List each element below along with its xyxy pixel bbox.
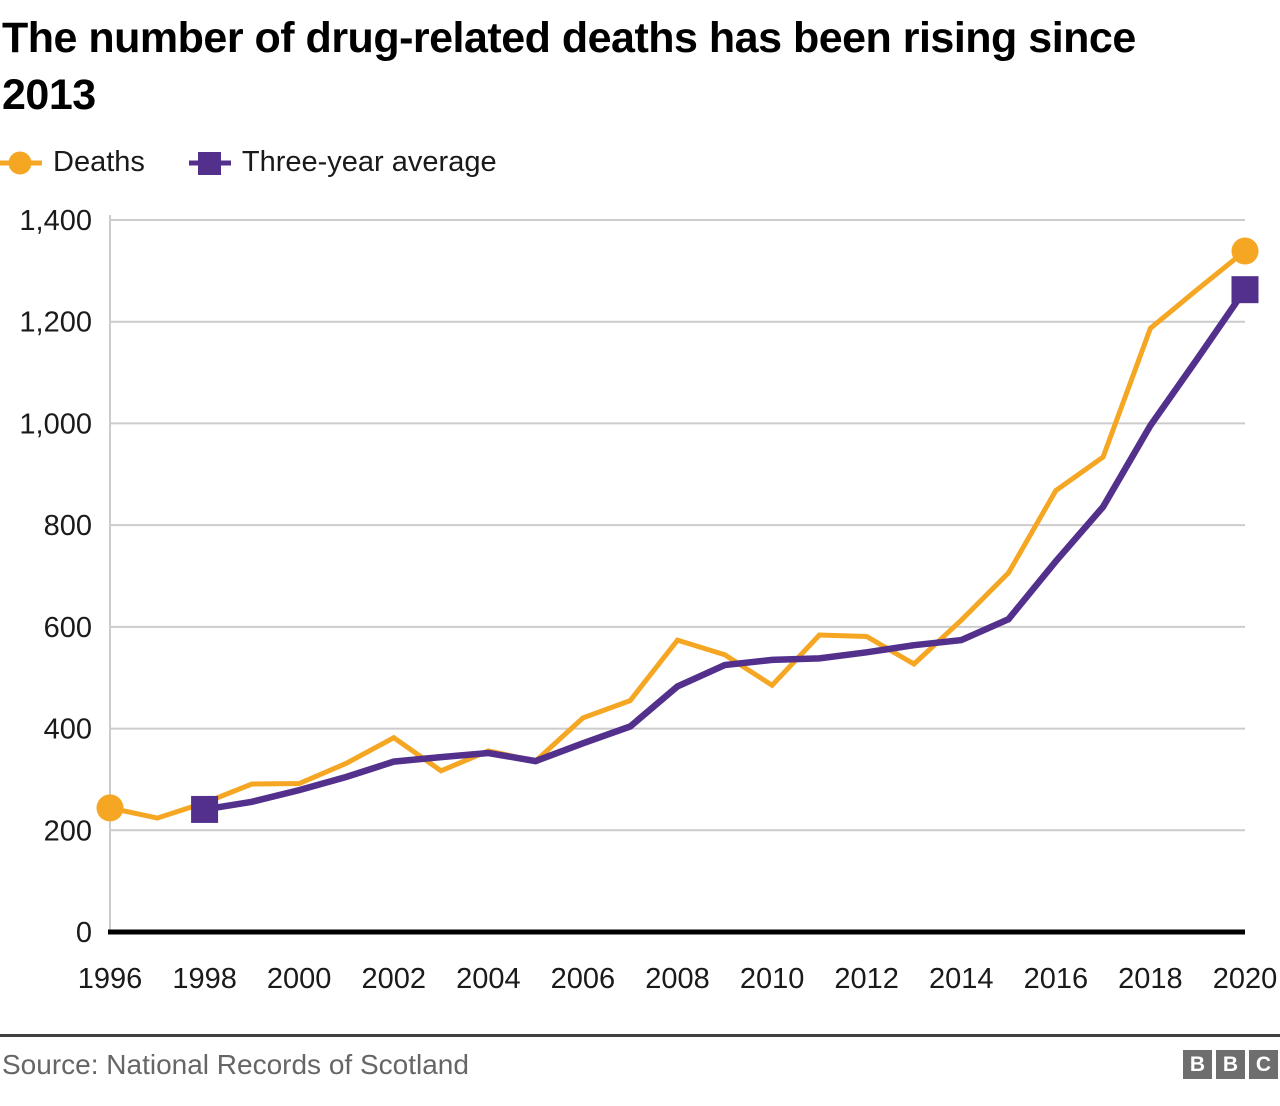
y-tick-label-1000: 1,000 bbox=[19, 408, 92, 440]
footer: Source: National Records of Scotland B B… bbox=[0, 1033, 1280, 1081]
y-tick-label-1400: 1,400 bbox=[19, 205, 92, 237]
x-tick-label-2000: 2000 bbox=[267, 963, 332, 995]
average-line-square-icon bbox=[188, 151, 231, 175]
source-text: Source: National Records of Scotland bbox=[2, 1048, 469, 1080]
y-tick-label-800: 800 bbox=[44, 510, 92, 542]
series-line-0 bbox=[109, 248, 1247, 821]
x-tick-label-2010: 2010 bbox=[740, 963, 805, 995]
marker-circle-1996 bbox=[96, 793, 124, 821]
x-tick-label-2006: 2006 bbox=[551, 963, 616, 995]
line-chart: 0 200 400 600 800 1,000 1,200 1,400 1996 1998 2000… bbox=[0, 192, 1280, 1002]
x-tick-label-2004: 2004 bbox=[456, 963, 521, 995]
legend-label-deaths: Deaths bbox=[53, 146, 145, 178]
marker-square-1998 bbox=[191, 795, 219, 823]
bbc-logo-block-b1: B bbox=[1183, 1050, 1212, 1079]
x-tick-label-2018: 2018 bbox=[1118, 963, 1183, 995]
y-tick-label-600: 600 bbox=[44, 611, 92, 643]
y-tick-label-1200: 1,200 bbox=[19, 306, 92, 338]
x-tick-label-2008: 2008 bbox=[645, 963, 710, 995]
y-tick-label-0: 0 bbox=[76, 917, 92, 949]
series-line-1 bbox=[204, 287, 1248, 813]
deaths-line-circle-icon bbox=[0, 151, 42, 174]
bbc-logo: B B C bbox=[1183, 1050, 1278, 1079]
y-tick-label-200: 200 bbox=[44, 815, 92, 847]
x-tick-label-2012: 2012 bbox=[834, 963, 899, 995]
chart-title: The number of drug-related deaths has be… bbox=[2, 14, 1136, 119]
x-tick-label-2002: 2002 bbox=[361, 963, 426, 995]
page: The number of drug-related deaths has be… bbox=[0, 14, 1280, 1081]
x-tick-label-2014: 2014 bbox=[929, 963, 994, 995]
marker-square-2020 bbox=[1231, 275, 1259, 303]
bbc-logo-block-c: C bbox=[1249, 1050, 1278, 1079]
x-tick-label-1998: 1998 bbox=[172, 963, 237, 995]
x-tick-label-2020: 2020 bbox=[1213, 963, 1278, 995]
chart-svg: 0 200 400 600 800 1,000 1,200 1,400 1996 1998 2000… bbox=[19, 205, 1278, 995]
legend-label-average: Three-year average bbox=[241, 146, 497, 178]
legend-item-deaths: Deaths bbox=[0, 146, 145, 179]
x-tick-label-2016: 2016 bbox=[1024, 963, 1089, 995]
y-tick-label-400: 400 bbox=[44, 713, 92, 745]
legend: Deaths Three-year average bbox=[0, 146, 1280, 180]
bbc-logo-block-b2: B bbox=[1216, 1050, 1245, 1079]
x-tick-label-1996: 1996 bbox=[78, 963, 143, 995]
legend-item-average: Three-year average bbox=[188, 146, 497, 179]
marker-circle-2020 bbox=[1231, 237, 1259, 265]
